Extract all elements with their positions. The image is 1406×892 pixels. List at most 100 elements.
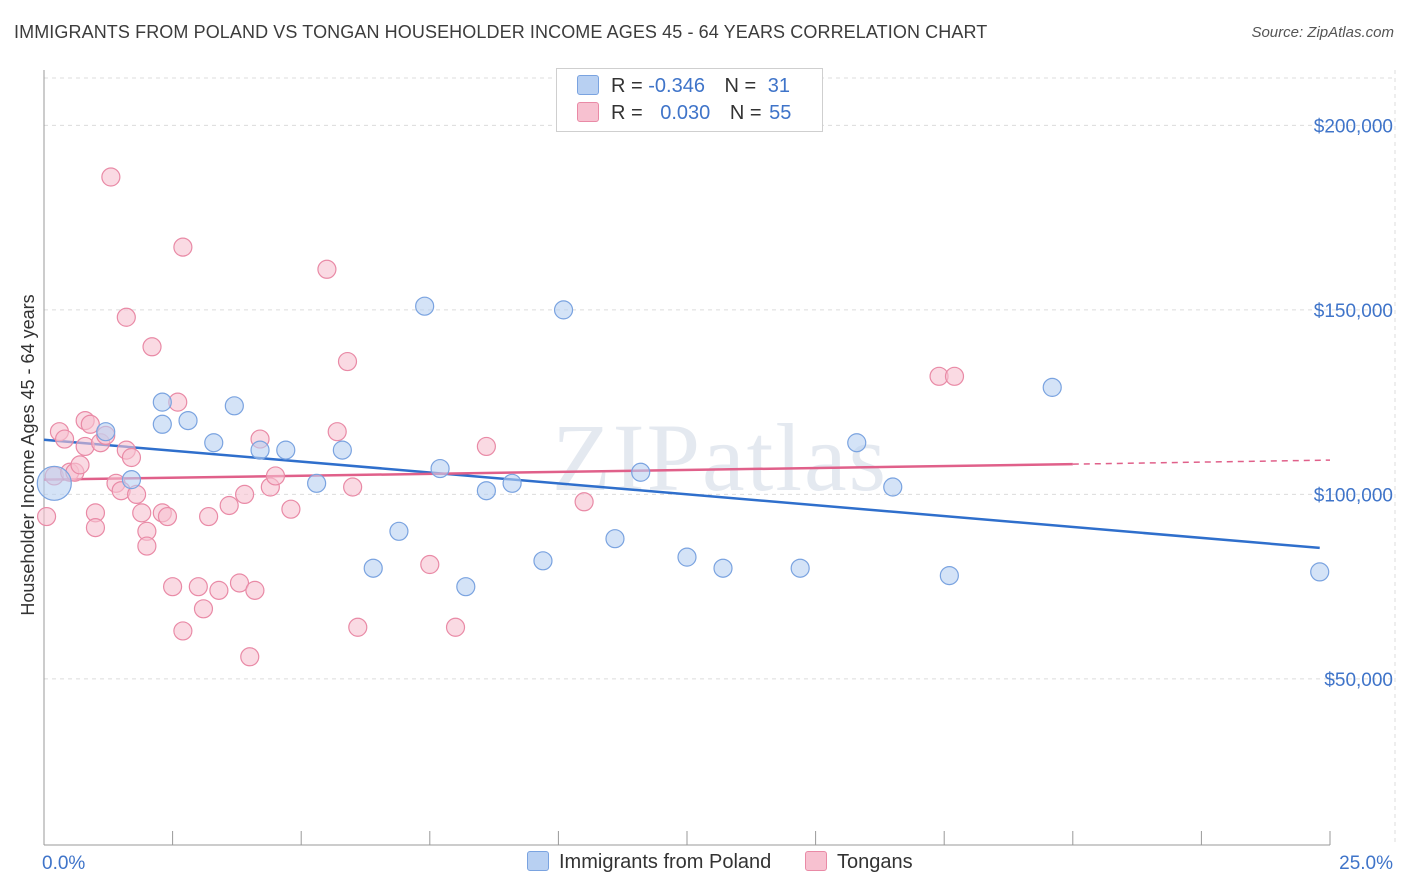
tongan-point: [348, 617, 368, 637]
tongan-point: [163, 577, 183, 597]
poland-point: [883, 477, 903, 497]
tongan-point: [343, 477, 363, 497]
legend-item-tongans: Tongans: [805, 851, 913, 874]
poland-point: [1310, 562, 1330, 582]
legend-row-tongans: R = 0.030 N = 55: [577, 102, 791, 128]
poland-point: [224, 396, 244, 416]
tongan-point: [209, 580, 229, 600]
tongan-point: [132, 503, 152, 523]
poland-point: [178, 410, 198, 431]
tongan-point: [173, 237, 193, 257]
poland-point: [121, 470, 142, 490]
poland-point: [332, 440, 352, 460]
tongan-point: [199, 506, 219, 527]
watermark: ZIPatlas: [552, 404, 888, 511]
tongan-point: [944, 366, 965, 386]
x-tick-label: 0.0%: [42, 853, 85, 874]
tongan-point: [142, 337, 162, 357]
poland-point: [204, 433, 224, 453]
poland-point: [389, 521, 409, 541]
poland-point: [847, 433, 867, 453]
tongan-point: [54, 429, 75, 449]
poland-point: [152, 414, 172, 434]
tongan-point: [574, 492, 594, 512]
poland-point: [307, 473, 327, 493]
tongan-point: [420, 554, 440, 575]
poland-point: [36, 465, 72, 501]
poland-point: [276, 440, 296, 460]
tongan-point: [317, 259, 337, 279]
tongan-point: [229, 573, 250, 593]
poland-point: [533, 551, 553, 571]
tongan-point: [245, 580, 265, 600]
poland-point: [476, 481, 496, 501]
tongan-trend-extension: [1072, 459, 1331, 465]
poland-point: [415, 296, 435, 316]
blue-swatch: [527, 851, 549, 871]
chart-title: IMMIGRANTS FROM POLAND VS TONGAN HOUSEHO…: [14, 22, 988, 42]
tongan-point: [476, 436, 496, 457]
r-label: R =: [611, 102, 643, 124]
tongan-point: [157, 506, 178, 527]
x-tick-label: 25.0%: [1339, 853, 1393, 874]
r-value: 0.030: [660, 102, 711, 124]
legend-row-poland: R = -0.346 N = 31: [577, 75, 790, 101]
blue-swatch: [577, 75, 599, 95]
tongan-point: [265, 466, 286, 486]
y-tick-label: $150,000: [1314, 301, 1393, 322]
data-points: [36, 167, 1330, 667]
poland-point: [631, 462, 651, 482]
poland-point: [430, 458, 450, 479]
y-axis-label: Householder Income Ages 45 - 64 years: [18, 294, 38, 615]
poland-point: [553, 300, 574, 320]
tongan-point: [137, 536, 157, 556]
tongan-point: [121, 447, 142, 468]
tongan-point: [116, 307, 136, 327]
axes: [43, 70, 1331, 846]
tongan-point: [101, 167, 121, 187]
n-value: 55: [769, 102, 792, 124]
poland-point: [96, 422, 116, 442]
pink-swatch: [577, 102, 599, 122]
y-tick-label: $200,000: [1314, 116, 1393, 137]
source-label: Source: ZipAtlas.com: [1251, 24, 1394, 41]
correlation-legend: R = -0.346 N = 31 R = 0.030 N = 55: [556, 68, 823, 132]
poland-point: [250, 440, 270, 460]
legend-label: Immigrants from Poland: [559, 851, 772, 873]
tongan-point: [80, 414, 100, 434]
tongan-point: [219, 495, 239, 516]
tongan-point: [193, 599, 214, 619]
pink-swatch: [805, 851, 827, 871]
n-label: N =: [724, 75, 757, 97]
tongan-point: [173, 621, 193, 641]
poland-point: [677, 547, 697, 567]
tongan-point: [36, 506, 57, 527]
poland-point: [502, 473, 522, 493]
tongan-point: [445, 617, 466, 637]
tongan-point: [70, 455, 90, 475]
poland-point: [456, 577, 476, 597]
n-value: 31: [767, 75, 791, 97]
poland-point: [1042, 377, 1062, 397]
tongan-point: [240, 647, 260, 667]
n-label: N =: [729, 102, 762, 124]
tongan-trend-line: [43, 462, 1073, 481]
legend-item-poland: Immigrants from Poland: [527, 851, 771, 874]
tongan-point: [85, 518, 106, 538]
y-tick-label: $50,000: [1324, 670, 1393, 691]
tongan-point: [188, 577, 208, 597]
r-value: -0.346: [648, 75, 705, 97]
y-tick-label: $100,000: [1314, 485, 1393, 506]
poland-point: [152, 392, 172, 412]
poland-point: [790, 558, 810, 578]
legend-label: Tongans: [837, 851, 913, 873]
tongan-point: [337, 351, 358, 372]
poland-point: [939, 565, 959, 586]
tongan-point: [235, 484, 255, 505]
tongan-point: [327, 422, 347, 442]
poland-point: [713, 558, 733, 578]
tick-labels: $50,000 $100,000 $150,000 $200,000 0.0% 25.0%: [42, 116, 1393, 874]
poland-point: [605, 529, 625, 549]
r-label: R =: [611, 75, 643, 97]
poland-point: [363, 558, 383, 578]
